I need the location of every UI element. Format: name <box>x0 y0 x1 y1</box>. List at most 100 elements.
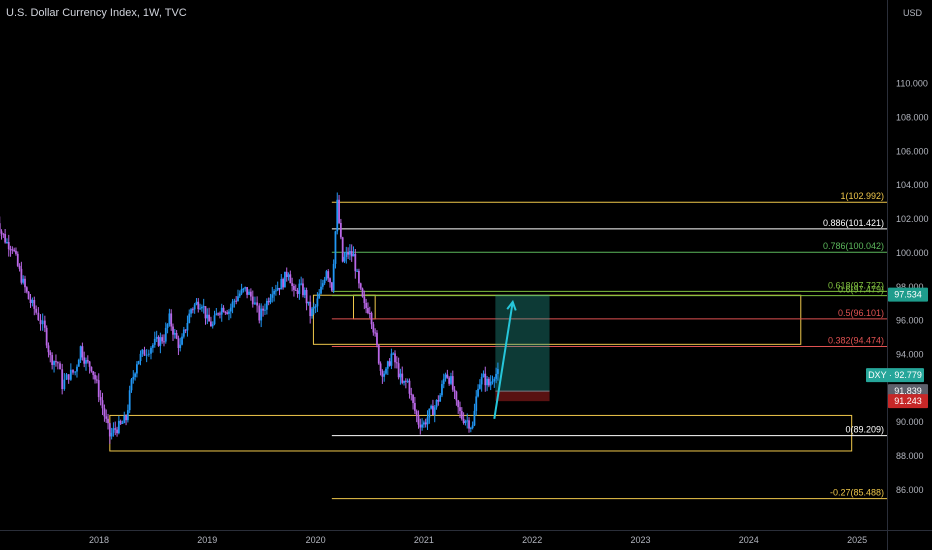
candle-body <box>143 349 146 356</box>
y-tick-label: 90.000 <box>896 417 924 427</box>
price-label-badge <box>866 368 924 383</box>
candle-body <box>383 373 386 377</box>
candle-body <box>63 379 66 390</box>
candle-body <box>231 301 234 308</box>
candle-body <box>368 313 371 315</box>
candle-body <box>229 307 232 312</box>
candle-body <box>240 289 243 294</box>
candle-body <box>125 415 127 421</box>
candle-body <box>403 380 405 383</box>
candle-body <box>302 283 304 296</box>
candle-body <box>59 363 61 370</box>
candle-body <box>151 344 154 348</box>
y-tick-label: 108.000 <box>896 112 929 122</box>
candle-body <box>22 278 25 283</box>
candle-body <box>31 299 34 304</box>
candle-body <box>323 279 326 284</box>
candle-body <box>457 400 460 408</box>
candle-body <box>56 362 59 364</box>
candle-body <box>197 301 200 310</box>
candle-body <box>191 309 194 311</box>
candle-body <box>336 199 339 232</box>
candle-body <box>210 321 212 327</box>
candle-body <box>200 306 203 309</box>
candle-body <box>478 384 481 389</box>
candle-body <box>395 362 398 364</box>
candle-body <box>27 291 30 300</box>
candle-body <box>347 252 349 255</box>
candle-body <box>392 353 395 355</box>
position-target-zone <box>495 294 550 392</box>
candle-body <box>172 326 174 335</box>
candle-body <box>311 308 313 317</box>
candle-body <box>211 324 214 327</box>
candle-body <box>321 283 324 287</box>
candle-body <box>103 408 106 417</box>
candle-body <box>37 312 40 320</box>
candle-body <box>168 313 171 325</box>
candle-body <box>0 231 3 234</box>
candle-body <box>188 313 191 323</box>
candle-body <box>213 315 216 325</box>
fib-level-label: 1(102.992) <box>840 191 884 201</box>
x-tick-label: 2020 <box>306 535 326 545</box>
candle-body <box>294 289 297 291</box>
candle-body <box>33 299 36 309</box>
candle-body <box>428 408 431 418</box>
candle-body <box>110 432 113 437</box>
candle-body <box>159 337 162 346</box>
fib-level-label: 0.618(97.727) <box>828 280 884 290</box>
candle-body <box>486 378 488 386</box>
candle-body <box>453 389 456 392</box>
candle-body <box>81 346 84 358</box>
candle-body <box>114 428 117 430</box>
candle-body <box>379 363 382 371</box>
candle-body <box>147 353 150 355</box>
candle-body <box>385 368 387 374</box>
candle-body <box>473 410 476 426</box>
candle-body <box>55 361 57 363</box>
candle-body <box>495 373 497 379</box>
candle-body <box>2 233 5 235</box>
candle-body <box>390 353 393 366</box>
fib-level-label: 0(89.209) <box>845 425 884 435</box>
candle-body <box>25 287 28 292</box>
candle-body <box>408 380 411 394</box>
candle-body <box>215 313 218 316</box>
candle-body <box>312 306 315 309</box>
candle-body <box>217 313 220 315</box>
candle-body <box>341 237 344 262</box>
candle-body <box>314 306 317 308</box>
candle-body <box>161 337 164 342</box>
candle-body <box>206 314 209 319</box>
candle-body <box>291 283 294 287</box>
candle-body <box>155 336 158 339</box>
candle-body <box>228 311 230 314</box>
y-tick-label: 96.000 <box>896 316 924 326</box>
candle-body <box>359 283 362 289</box>
candle-body <box>163 341 165 343</box>
candle-body <box>430 405 433 409</box>
candle-body <box>121 423 124 425</box>
candle-body <box>471 425 474 428</box>
x-tick-label: 2023 <box>630 535 650 545</box>
candle-body <box>426 417 429 425</box>
candle-body <box>444 374 447 379</box>
candle-body <box>274 290 277 292</box>
candle-body <box>235 300 238 302</box>
candle-body <box>69 369 72 380</box>
candle-body <box>386 361 389 369</box>
candle-body <box>334 231 337 264</box>
candle-body <box>484 373 487 386</box>
candle-body <box>361 288 364 297</box>
candle-body <box>193 304 196 310</box>
candle-body <box>35 308 38 313</box>
candle-body <box>85 360 87 364</box>
candle-body <box>182 329 185 337</box>
candle-body <box>348 251 351 255</box>
candle-body <box>441 384 443 396</box>
candle-body <box>446 374 449 378</box>
candle-body <box>94 374 96 380</box>
